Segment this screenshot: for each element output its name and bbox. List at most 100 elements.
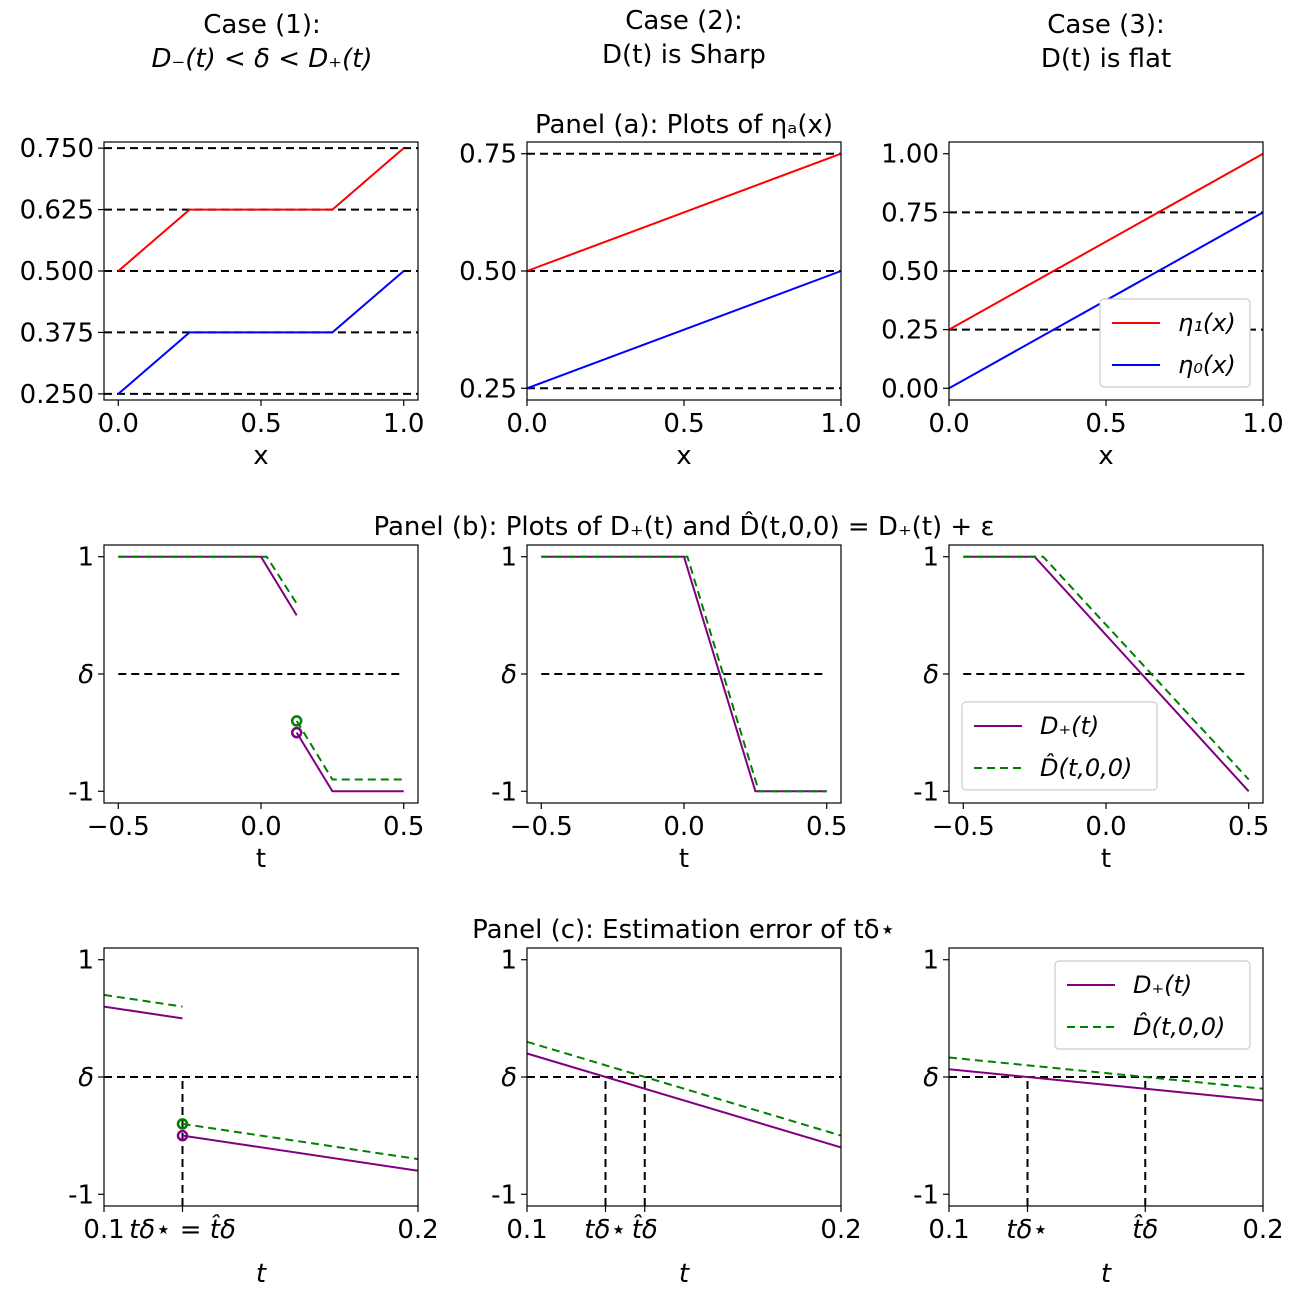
chart-c3: 0.1 tδ⋆ t̂δ 0.2 -1 δ 1 t D₊(t) D̂(t,0,0) xyxy=(913,946,1284,1289)
series-line-dhat xyxy=(948,1056,1264,1090)
y-tick-label: 0.75 xyxy=(459,140,517,170)
y-tick-label: δ xyxy=(501,1063,517,1093)
y-tick-label: 0.25 xyxy=(881,316,939,346)
x-tick-label: t̂δ xyxy=(1132,1213,1158,1245)
chart-a2: 0.0 0.5 1.0 0.25 0.50 0.75 x xyxy=(459,140,862,471)
x-tick-label: −0.5 xyxy=(932,812,995,842)
x-tick-label: 0.2 xyxy=(397,1215,438,1245)
legend: D₊(t) D̂(t,0,0) xyxy=(1054,960,1251,1050)
legend-label: D₊(t) xyxy=(1133,971,1192,999)
y-tick-label: δ xyxy=(501,660,517,690)
chart-a1: 0.0 0.5 1.0 0.250 0.375 0.500 0.625 0.750 x xyxy=(20,134,425,471)
y-tick-label: 0.625 xyxy=(20,196,94,226)
chart-a3: 0.0 0.5 1.0 0.00 0.25 0.50 0.75 1.00 x η₁(x) η₀(x) xyxy=(881,140,1284,471)
plots-layer: 0.0 0.5 1.0 0.250 0.375 0.500 0.625 0.750 x 0.0 0.… xyxy=(20,134,1284,1289)
y-tick-label: δ xyxy=(923,1063,939,1093)
series-line-dhat xyxy=(118,555,298,605)
y-tick-label: 1 xyxy=(77,946,94,976)
y-tick-label: 0.00 xyxy=(881,374,939,404)
series-line-dhat xyxy=(182,1122,419,1161)
x-tick-label: −0.5 xyxy=(510,812,573,842)
x-tick-label: 0.5 xyxy=(383,812,424,842)
series-line-dplus xyxy=(295,732,404,793)
series-line-dplus xyxy=(182,1134,419,1172)
x-tick-label: −0.5 xyxy=(87,812,150,842)
x-tick-label: 0.5 xyxy=(1228,812,1269,842)
case-1-title-line1: Case (1): xyxy=(203,10,320,40)
x-tick-label: 0.0 xyxy=(1085,812,1126,842)
x-axis-label: t xyxy=(679,1259,690,1289)
legend-label: D̂(t,0,0) xyxy=(1133,1013,1225,1041)
series-line-dplus xyxy=(103,1005,183,1020)
case-2-title-line2: D(t) is Sharp xyxy=(602,40,766,70)
chart-b2: −0.5 0.0 0.5 -1 δ 1 t xyxy=(491,543,847,874)
x-tick-label: 0.0 xyxy=(240,812,281,842)
case-3-title-line2: D(t) is flat xyxy=(1041,44,1171,74)
y-tick-label: 0.50 xyxy=(459,257,517,287)
chart-c1: 0.1 tδ⋆ = t̂δ 0.2 -1 δ 1 t xyxy=(68,946,439,1289)
y-tick-label: 1 xyxy=(500,543,517,573)
legend-label: D̂(t,0,0) xyxy=(1040,754,1132,782)
case-3-title-line1: Case (3): xyxy=(1047,10,1164,40)
x-tick-label: tδ⋆ = t̂δ xyxy=(129,1213,236,1245)
panel-a-title: Panel (a): Plots of ηₐ(x) xyxy=(535,110,833,140)
y-tick-label: 0.25 xyxy=(459,374,517,404)
x-tick-label: tδ⋆ xyxy=(1006,1215,1048,1245)
legend-box xyxy=(1054,960,1251,1050)
series-line-dhat xyxy=(295,720,404,781)
chart-b3: −0.5 0.0 0.5 -1 δ 1 t D₊(t) D̂(t,0,0) xyxy=(913,543,1269,874)
y-tick-label: 0.250 xyxy=(20,380,94,410)
y-tick-label: δ xyxy=(923,660,939,690)
series-line-dhat xyxy=(963,555,1250,781)
legend-label: η₁(x) xyxy=(1178,309,1236,337)
legend: η₁(x) η₀(x) xyxy=(1099,298,1251,388)
x-tick-label: 0.0 xyxy=(663,812,704,842)
y-tick-label: -1 xyxy=(491,1180,517,1210)
y-tick-label: -1 xyxy=(68,777,94,807)
x-tick-label: tδ⋆ xyxy=(584,1215,626,1245)
series-line-eta1 xyxy=(948,152,1264,331)
x-tick-label: 1.0 xyxy=(1242,409,1283,439)
y-tick-label: 0.375 xyxy=(20,318,94,348)
x-axis-label: x xyxy=(1098,441,1113,471)
y-tick-label: 0.750 xyxy=(20,134,94,164)
series-line-dplus xyxy=(948,1068,1264,1102)
series-line-eta1 xyxy=(526,152,842,272)
x-tick-label: 0.5 xyxy=(1085,409,1126,439)
y-tick-label: 0.500 xyxy=(20,257,94,287)
case-1-title-line2: D₋(t) < δ < D₊(t) xyxy=(152,44,373,74)
y-tick-label: -1 xyxy=(913,1180,939,1210)
y-tick-label: 1.00 xyxy=(881,140,939,170)
panel-b-title: Panel (b): Plots of D₊(t) and D̂(t,0,0) … xyxy=(373,510,994,542)
x-tick-label: 0.1 xyxy=(506,1215,547,1245)
y-tick-label: 1 xyxy=(922,946,939,976)
series-line-dhat xyxy=(103,993,183,1008)
open-marker-dhat xyxy=(176,1118,189,1130)
x-tick-label: t̂δ xyxy=(632,1213,658,1245)
y-tick-label: -1 xyxy=(68,1180,94,1210)
y-tick-label: 1 xyxy=(77,543,94,573)
y-tick-label: 1 xyxy=(500,946,517,976)
chart-c2: 0.1 tδ⋆ t̂δ 0.2 -1 δ 1 t xyxy=(491,946,862,1289)
open-marker-dplus xyxy=(176,1129,189,1142)
case-2-title-line1: Case (2): xyxy=(625,6,742,36)
y-tick-label: 0.75 xyxy=(881,198,939,228)
open-marker-dplus xyxy=(290,726,303,739)
x-axis-label: t xyxy=(1101,844,1111,874)
x-tick-label: 0.0 xyxy=(98,409,139,439)
x-axis-label: t xyxy=(679,844,689,874)
open-marker-dhat xyxy=(290,715,303,727)
x-axis-label: t xyxy=(256,1259,267,1289)
panel-c-title: Panel (c): Estimation error of tδ⋆ xyxy=(472,915,896,945)
x-tick-label: 0.2 xyxy=(820,1215,861,1245)
legend-box xyxy=(961,701,1158,791)
x-tick-label: 0.2 xyxy=(1242,1215,1283,1245)
series-line-eta0 xyxy=(526,270,842,390)
y-tick-label: -1 xyxy=(491,777,517,807)
y-tick-label: 1 xyxy=(922,543,939,573)
series-line-eta0 xyxy=(117,270,405,395)
x-tick-label: 0.5 xyxy=(806,812,847,842)
x-axis-label: t xyxy=(1101,1259,1112,1289)
x-axis-label: t xyxy=(256,844,266,874)
